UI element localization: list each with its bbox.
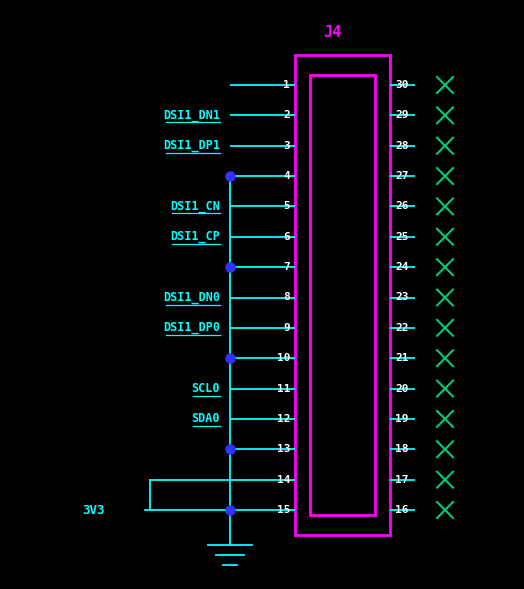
Text: 18: 18 <box>395 444 409 454</box>
Text: 24: 24 <box>395 262 409 272</box>
Text: 22: 22 <box>395 323 409 333</box>
Text: 3V3: 3V3 <box>82 504 104 517</box>
Text: SCL0: SCL0 <box>191 382 220 395</box>
Text: DSI1_DP0: DSI1_DP0 <box>163 322 220 335</box>
Text: 5: 5 <box>283 201 290 211</box>
Text: 23: 23 <box>395 293 409 303</box>
Text: 13: 13 <box>277 444 290 454</box>
Text: 11: 11 <box>277 383 290 393</box>
Text: 28: 28 <box>395 141 409 151</box>
Text: 9: 9 <box>283 323 290 333</box>
Text: 21: 21 <box>395 353 409 363</box>
Text: 19: 19 <box>395 414 409 424</box>
Text: 20: 20 <box>395 383 409 393</box>
Text: DSI1_DP1: DSI1_DP1 <box>163 139 220 152</box>
Text: 29: 29 <box>395 110 409 120</box>
Bar <box>295 55 390 535</box>
Text: DSI1_CN: DSI1_CN <box>170 200 220 213</box>
Text: 15: 15 <box>277 505 290 515</box>
Text: 25: 25 <box>395 232 409 242</box>
Text: 1: 1 <box>283 80 290 90</box>
Text: 2: 2 <box>283 110 290 120</box>
Text: 12: 12 <box>277 414 290 424</box>
Text: 30: 30 <box>395 80 409 90</box>
Text: 27: 27 <box>395 171 409 181</box>
Text: 26: 26 <box>395 201 409 211</box>
Text: 17: 17 <box>395 475 409 485</box>
Text: 10: 10 <box>277 353 290 363</box>
Text: DSI1_DN0: DSI1_DN0 <box>163 291 220 304</box>
Text: 6: 6 <box>283 232 290 242</box>
Text: 16: 16 <box>395 505 409 515</box>
Bar <box>310 75 375 515</box>
Text: SDA0: SDA0 <box>191 412 220 425</box>
Text: 14: 14 <box>277 475 290 485</box>
Text: 4: 4 <box>283 171 290 181</box>
Text: J4: J4 <box>323 25 342 40</box>
Text: 8: 8 <box>283 293 290 303</box>
Text: DSI1_DN1: DSI1_DN1 <box>163 109 220 122</box>
Text: 3: 3 <box>283 141 290 151</box>
Text: DSI1_CP: DSI1_CP <box>170 230 220 243</box>
Text: 7: 7 <box>283 262 290 272</box>
